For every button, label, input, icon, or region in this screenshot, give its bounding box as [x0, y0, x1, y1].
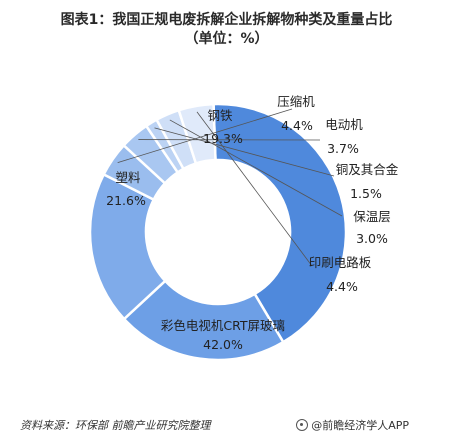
- slice-label-4: 压缩机: [277, 94, 315, 109]
- slice-5: [122, 124, 180, 186]
- brand-logo-icon: [296, 419, 309, 431]
- leader-line-8: [196, 111, 313, 267]
- slice-2: [122, 279, 285, 362]
- slice-label-5: 电动机: [325, 117, 363, 132]
- slice-label-2: 塑料: [115, 170, 141, 185]
- brand-text: @前瞻经济学人APP: [311, 419, 409, 432]
- slice-4: [102, 143, 167, 202]
- slice-3: [88, 172, 167, 321]
- slice-label-1: 彩色电视机CRT屏玻璃: [161, 318, 285, 333]
- slice-value-2: 21.6%: [106, 193, 146, 208]
- source-note: 资料来源：环保部 前瞻产业研究院整理: [20, 419, 211, 432]
- brand-credit: @前瞻经济学人APP: [296, 417, 409, 433]
- leader-line-7: [169, 119, 343, 217]
- slice-value-1: 42.0%: [203, 337, 243, 352]
- slice-1: [212, 102, 348, 344]
- slice-label-8: 印刷电路板: [309, 255, 372, 270]
- chart-subtitle: （单位：%）: [184, 31, 269, 47]
- leader-line-4: [117, 108, 293, 163]
- slice-value-4: 4.4%: [281, 118, 313, 133]
- slice-value-7: 3.0%: [356, 231, 388, 246]
- slice-value-5: 3.7%: [327, 141, 359, 156]
- slice-value-6: 1.5%: [350, 186, 382, 201]
- slice-label-7: 保温层: [353, 209, 391, 224]
- chart-title: 图表1：我国正规电废拆解企业拆解物种类及重量占比: [60, 12, 393, 28]
- slice-label-6: 铜及其合金: [336, 162, 399, 177]
- leader-line-6: [154, 127, 335, 177]
- slice-label-3: 钢铁: [207, 108, 233, 123]
- slice-value-3: 19.3%: [203, 131, 243, 146]
- slice-value-8: 4.4%: [326, 279, 358, 294]
- slice-8: [177, 102, 217, 166]
